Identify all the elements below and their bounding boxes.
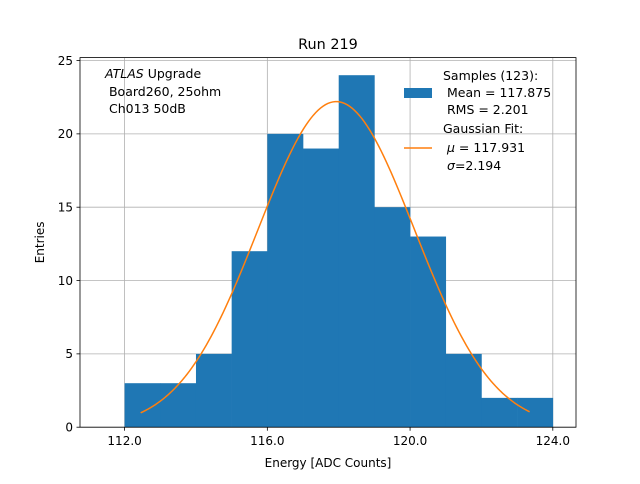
mu-value: = 117.931	[455, 140, 525, 155]
y-tick-label-1: 5	[65, 347, 73, 361]
histogram-bar-1	[160, 383, 197, 428]
x-axis-ticks: 112.0 116.0 120.0 124.0	[107, 427, 570, 448]
sigma-value: =2.194	[455, 158, 501, 173]
legend: Samples (123): Mean = 117.875 RMS = 2.20…	[404, 68, 551, 173]
histogram-bar-4	[267, 133, 304, 428]
y-axis-label: Entries	[33, 222, 47, 264]
histogram-bar-8	[410, 236, 447, 428]
x-axis-label: Energy [ADC Counts]	[265, 456, 392, 470]
histogram-bar-6	[338, 75, 375, 428]
atlas-label: ATLAS	[104, 66, 144, 81]
atlas-annotation: ATLAS Upgrade Board260, 25ohm Ch013 50dB	[104, 66, 221, 116]
histogram-bar-10	[481, 397, 518, 428]
legend-fit-sigma: σ=2.194	[447, 158, 501, 173]
histogram-bar-7	[374, 207, 411, 428]
y-tick-label-5: 25	[58, 54, 73, 68]
x-tick-label-1: 116.0	[250, 434, 284, 448]
sigma-symbol: σ	[447, 158, 456, 173]
y-tick-label-0: 0	[65, 421, 73, 435]
annotation-line1: ATLAS Upgrade	[104, 66, 201, 81]
mu-symbol: μ	[446, 140, 455, 155]
x-tick-label-3: 124.0	[536, 434, 570, 448]
gaussian-fit-curve	[140, 100, 530, 414]
legend-fit-mu: μ = 117.931	[446, 140, 525, 155]
legend-samples-swatch	[404, 88, 432, 98]
histogram-bar-9	[445, 353, 482, 428]
y-axis-ticks: 0 5 10 15 20 25	[58, 54, 80, 435]
histogram-bar-2	[195, 353, 232, 428]
x-tick-label-0: 112.0	[107, 434, 141, 448]
legend-samples-mean: Mean = 117.875	[443, 85, 551, 100]
y-tick-label-2: 10	[58, 274, 73, 288]
legend-fit-title: Gaussian Fit:	[443, 121, 523, 136]
y-tick-label-4: 20	[58, 127, 73, 141]
legend-samples-title: Samples (123):	[443, 68, 538, 83]
y-tick-label-3: 15	[58, 201, 73, 215]
histogram-bar-3	[231, 251, 268, 428]
x-tick-label-2: 120.0	[393, 434, 427, 448]
plot-frame	[79, 57, 577, 428]
upgrade-label: Upgrade	[144, 66, 202, 81]
chart-title: Run 219	[298, 37, 358, 53]
legend-samples-rms: RMS = 2.201	[443, 102, 529, 117]
histogram-bar-5	[303, 148, 340, 428]
annotation-line2: Board260, 25ohm	[105, 84, 221, 99]
annotation-line3: Ch013 50dB	[105, 101, 186, 116]
histogram-bar-11	[517, 397, 554, 428]
